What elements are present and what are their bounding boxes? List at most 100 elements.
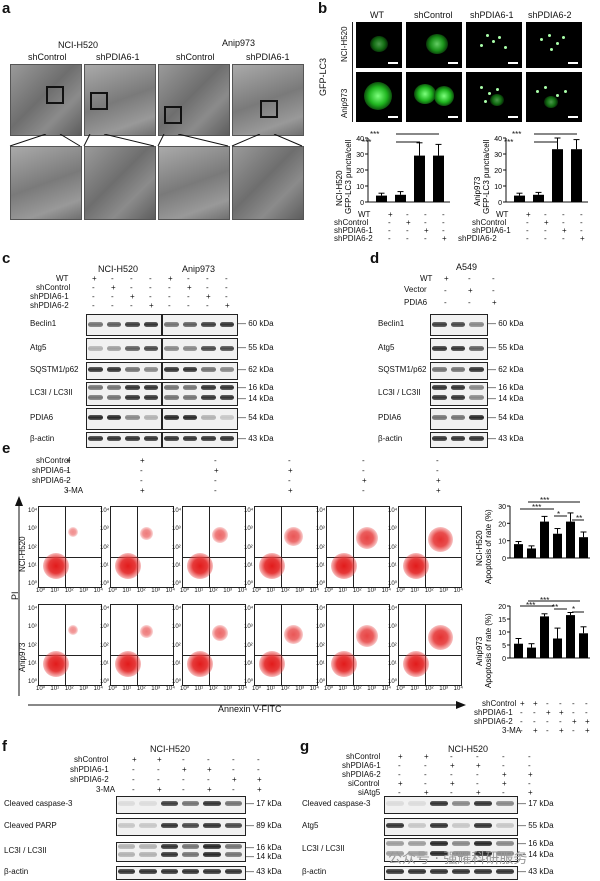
sign-cell: - [450,770,453,779]
gate-line [353,507,355,587]
tem-zoom-image [10,146,82,220]
bar [433,155,444,202]
sign-cell: + [559,726,564,735]
protein-band [452,869,470,874]
x-tick-label: 10³ [151,686,160,692]
protein-band [432,415,447,420]
bar [579,633,588,658]
blot-strip [384,796,518,814]
x-tick-label: 10⁰ [108,588,118,594]
protein-band [496,801,514,806]
sign-cell: - [544,234,547,243]
kda-label: — 14 kDa [518,850,554,859]
sign-cell: - [187,274,190,283]
x-tick-label: 10¹ [50,686,60,692]
sign-cell: - [206,283,209,292]
sign-cell: - [149,292,152,301]
x-tick-label: 10⁰ [180,686,190,692]
protein-band [219,436,234,441]
gate-line [327,556,389,558]
protein-band [88,367,103,372]
protein-label: Beclin1 [30,319,57,328]
blot-header: NCI-H520 [98,264,139,274]
protein-band [160,844,178,849]
x-tick-label: 10⁴ [381,686,391,692]
flow-plot [110,506,174,588]
sign-cell: - [559,699,562,708]
sign-cell: + [476,761,481,770]
y-tick-label: 10⁴ [172,606,182,613]
sign-cell: + [436,486,441,495]
y-tick-label: 10³ [100,624,109,631]
cell-population [211,527,228,543]
cell-population [331,553,357,580]
sign-cell: + [476,788,481,797]
x-tick-label: 10⁰ [324,686,334,692]
y-tick-label: 10⁴ [244,508,254,515]
flow-plot [254,604,318,686]
y-tick-label: 30 [498,504,506,511]
flow-plot [326,604,390,686]
y-tick-label: 20 [498,604,506,611]
sign-cell: - [398,788,401,797]
y-tick-label: 10⁰ [244,581,254,587]
x-tick-label: 10⁴ [165,686,175,692]
sign-cell: + [288,466,293,475]
protein-band [182,801,200,806]
kda-label: — 43 kDa [488,434,524,443]
gate-line [65,605,67,685]
treatment-label: shPDIA6-2 [30,301,69,310]
protein-band [474,823,492,828]
x-tick-label: 10³ [79,588,88,594]
x-tick-label: 10³ [439,588,448,594]
sign-cell: + [585,726,590,735]
kda-label: — 54 kDa [488,413,524,422]
sign-cell: - [492,286,495,295]
protein-band [203,823,221,828]
sign-cell: - [424,234,427,243]
sign-cell: - [526,234,529,243]
sign-cell: - [520,717,523,726]
sign-cell: - [450,752,453,761]
sign-cell: + [533,726,538,735]
sign-cell: - [572,699,575,708]
x-tick-label: 10⁴ [237,686,247,692]
x-tick-label: 10² [136,588,146,594]
protein-band [143,346,158,351]
sign-cell: - [111,274,114,283]
sign-cell: + [398,779,403,788]
protein-label: β-actin [4,867,29,876]
protein-band [143,415,158,420]
kda-label: — 14 kDa [488,394,524,403]
treatment-label: shPDIA6-2 [70,775,109,784]
table-row-label: shPDIA6-1 [472,226,511,235]
protein-band [164,346,179,351]
tem-zoom-image [158,146,230,220]
kda-label: — 55 kDa [518,821,554,830]
y-tick-label: 10⁰ [388,679,398,685]
y-tick-label: 30 [494,152,502,159]
protein-label: Atg5 [378,343,395,352]
y-tick-label: 10⁰ [28,679,38,685]
sign-cell: - [140,466,143,475]
row-label-1: NCI-H520 [340,26,349,62]
sign-cell: + [424,788,429,797]
sign-cell: + [168,274,173,283]
kda-label: — 55 kDa [488,343,524,352]
y-tick-label: 10¹ [100,660,109,667]
protein-band [469,367,484,372]
sign-cell: - [182,755,185,764]
sign-cell: - [436,456,439,465]
protein-band [474,851,492,856]
cell-population [43,553,69,580]
x-tick-label: 10⁴ [165,588,175,594]
x-tick-label: 10¹ [122,686,132,692]
sign-cell: + [149,301,154,310]
sign-cell: - [476,779,479,788]
sig-label: *** [370,130,380,139]
treatment-label: PDIA6 [404,298,428,307]
sign-cell: - [388,234,391,243]
sign-cell: - [528,761,531,770]
x-tick-label: 10¹ [194,686,204,692]
protein-band [106,385,121,390]
